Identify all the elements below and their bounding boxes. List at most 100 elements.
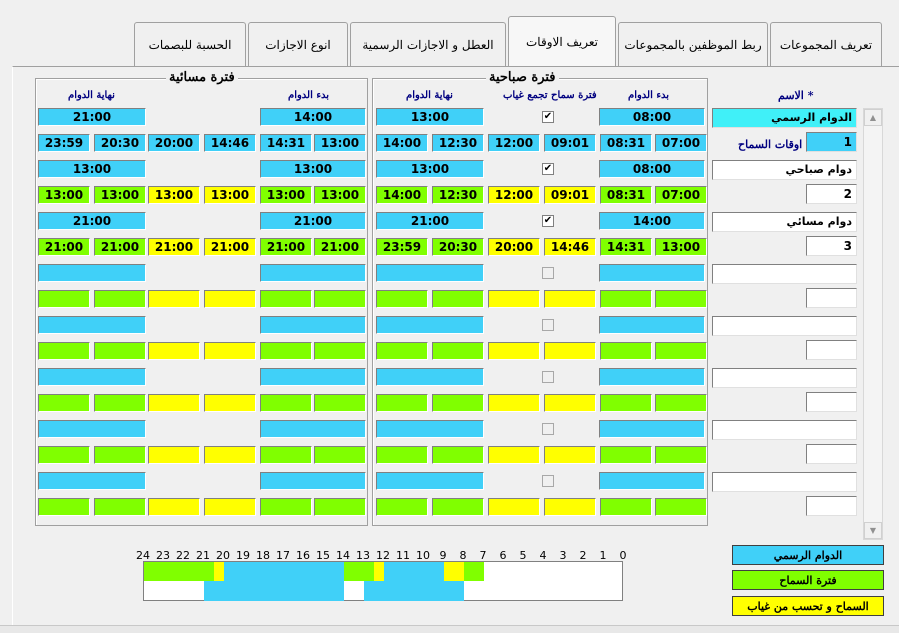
evening-start-field[interactable]: 14:00 bbox=[260, 108, 366, 126]
group-name-input[interactable] bbox=[712, 420, 857, 440]
evening-allowance-time[interactable] bbox=[94, 290, 146, 308]
morning-allowance-time[interactable] bbox=[600, 342, 652, 360]
morning-allowance-time[interactable]: 08:31 bbox=[600, 186, 652, 204]
evening-allowance-time[interactable]: 13:00 bbox=[38, 186, 90, 204]
morning-end-field[interactable] bbox=[376, 420, 484, 438]
morning-allowance-time[interactable] bbox=[432, 498, 484, 516]
morning-allowance-time[interactable] bbox=[432, 394, 484, 412]
tab-leave-types[interactable]: انوع الاجازات bbox=[248, 22, 348, 66]
group-id-input[interactable] bbox=[806, 392, 857, 412]
morning-allowance-time[interactable]: 09:01 bbox=[544, 134, 596, 152]
evening-allowance-time[interactable]: 13:00 bbox=[94, 186, 146, 204]
evening-end-field[interactable]: 13:00 bbox=[38, 160, 146, 178]
morning-allowance-time[interactable] bbox=[544, 342, 596, 360]
morning-allowance-time[interactable] bbox=[488, 394, 540, 412]
evening-allowance-time[interactable]: 21:00 bbox=[204, 238, 256, 256]
morning-end-field[interactable] bbox=[376, 472, 484, 490]
morning-allowance-time[interactable] bbox=[544, 394, 596, 412]
evening-allowance-time[interactable] bbox=[148, 446, 200, 464]
morning-start-field[interactable]: 08:00 bbox=[599, 108, 705, 126]
evening-allowance-time[interactable]: 13:00 bbox=[314, 134, 366, 152]
evening-allowance-time[interactable]: 14:31 bbox=[260, 134, 312, 152]
morning-allowance-time[interactable] bbox=[600, 394, 652, 412]
morning-allowance-time[interactable] bbox=[600, 498, 652, 516]
evening-allowance-time[interactable] bbox=[260, 498, 312, 516]
morning-allowance-time[interactable]: 14:00 bbox=[376, 134, 428, 152]
morning-end-field[interactable]: 21:00 bbox=[376, 212, 484, 230]
morning-allowance-time[interactable] bbox=[600, 446, 652, 464]
tab-official-holidays[interactable]: العطل و الاجازات الرسمية bbox=[350, 22, 506, 66]
morning-allowance-time[interactable]: 12:00 bbox=[488, 134, 540, 152]
evening-allowance-time[interactable] bbox=[38, 498, 90, 516]
morning-allowance-time[interactable]: 07:00 bbox=[655, 186, 707, 204]
morning-allowance-time[interactable] bbox=[655, 342, 707, 360]
evening-allowance-time[interactable] bbox=[38, 342, 90, 360]
evening-allowance-time[interactable]: 13:00 bbox=[148, 186, 200, 204]
morning-allowance-time[interactable]: 08:31 bbox=[600, 134, 652, 152]
morning-allowance-time[interactable] bbox=[600, 290, 652, 308]
absence-allowance-checkbox[interactable]: ✔ bbox=[542, 163, 554, 175]
morning-allowance-time[interactable]: 12:30 bbox=[432, 186, 484, 204]
evening-start-field[interactable]: 21:00 bbox=[260, 212, 366, 230]
morning-allowance-time[interactable]: 12:00 bbox=[488, 186, 540, 204]
tab-holidays-calc[interactable]: الحسبة للبصمات bbox=[134, 22, 246, 66]
morning-end-field[interactable] bbox=[376, 368, 484, 386]
absence-allowance-checkbox[interactable] bbox=[542, 423, 554, 435]
absence-allowance-checkbox[interactable]: ✔ bbox=[542, 111, 554, 123]
group-id-input[interactable] bbox=[806, 496, 857, 516]
evening-allowance-time[interactable]: 21:00 bbox=[38, 238, 90, 256]
absence-allowance-checkbox[interactable] bbox=[542, 267, 554, 279]
evening-allowance-time[interactable] bbox=[314, 498, 366, 516]
morning-end-field[interactable]: 13:00 bbox=[376, 160, 484, 178]
group-id-input[interactable]: 1 bbox=[806, 132, 857, 152]
tab-link-employees[interactable]: ربط الموظفين بالمجموعات bbox=[618, 22, 768, 66]
evening-end-field[interactable]: 21:00 bbox=[38, 108, 146, 126]
evening-allowance-time[interactable]: 23:59 bbox=[38, 134, 90, 152]
morning-allowance-time[interactable] bbox=[655, 446, 707, 464]
groups-scrollbar[interactable]: ▲ ▼ bbox=[863, 108, 883, 540]
evening-allowance-time[interactable] bbox=[260, 446, 312, 464]
evening-allowance-time[interactable] bbox=[260, 342, 312, 360]
morning-allowance-time[interactable]: 12:30 bbox=[432, 134, 484, 152]
evening-allowance-time[interactable]: 21:00 bbox=[260, 238, 312, 256]
evening-start-field[interactable] bbox=[260, 472, 366, 490]
evening-allowance-time[interactable] bbox=[148, 290, 200, 308]
morning-allowance-time[interactable]: 14:31 bbox=[600, 238, 652, 256]
evening-allowance-time[interactable] bbox=[204, 342, 256, 360]
evening-allowance-time[interactable] bbox=[148, 394, 200, 412]
morning-allowance-time[interactable] bbox=[655, 290, 707, 308]
group-name-input[interactable] bbox=[712, 316, 857, 336]
evening-allowance-time[interactable] bbox=[260, 394, 312, 412]
evening-allowance-time[interactable]: 13:00 bbox=[260, 186, 312, 204]
evening-end-field[interactable] bbox=[38, 368, 146, 386]
evening-end-field[interactable]: 21:00 bbox=[38, 212, 146, 230]
evening-allowance-time[interactable] bbox=[148, 342, 200, 360]
evening-start-field[interactable] bbox=[260, 264, 366, 282]
evening-allowance-time[interactable] bbox=[314, 446, 366, 464]
group-name-input[interactable]: الدوام الرسمي bbox=[712, 108, 857, 128]
morning-allowance-time[interactable] bbox=[488, 446, 540, 464]
morning-allowance-time[interactable] bbox=[432, 290, 484, 308]
morning-allowance-time[interactable]: 14:00 bbox=[376, 186, 428, 204]
evening-start-field[interactable]: 13:00 bbox=[260, 160, 366, 178]
group-name-input[interactable] bbox=[712, 368, 857, 388]
evening-allowance-time[interactable] bbox=[94, 342, 146, 360]
group-name-input[interactable]: دوام صباحي bbox=[712, 160, 857, 180]
evening-allowance-time[interactable]: 14:46 bbox=[204, 134, 256, 152]
tab-define-times[interactable]: تعريف الاوقات bbox=[508, 16, 616, 66]
group-id-input[interactable]: 3 bbox=[806, 236, 857, 256]
morning-allowance-time[interactable] bbox=[488, 342, 540, 360]
morning-start-field[interactable]: 14:00 bbox=[599, 212, 705, 230]
morning-allowance-time[interactable] bbox=[432, 446, 484, 464]
evening-allowance-time[interactable] bbox=[260, 290, 312, 308]
scroll-down-icon[interactable]: ▼ bbox=[864, 522, 882, 539]
evening-start-field[interactable] bbox=[260, 368, 366, 386]
morning-start-field[interactable]: 08:00 bbox=[599, 160, 705, 178]
group-name-input[interactable] bbox=[712, 472, 857, 492]
morning-start-field[interactable] bbox=[599, 368, 705, 386]
morning-allowance-time[interactable] bbox=[544, 498, 596, 516]
morning-allowance-time[interactable] bbox=[376, 290, 428, 308]
evening-allowance-time[interactable] bbox=[38, 394, 90, 412]
evening-allowance-time[interactable]: 20:00 bbox=[148, 134, 200, 152]
morning-start-field[interactable] bbox=[599, 420, 705, 438]
